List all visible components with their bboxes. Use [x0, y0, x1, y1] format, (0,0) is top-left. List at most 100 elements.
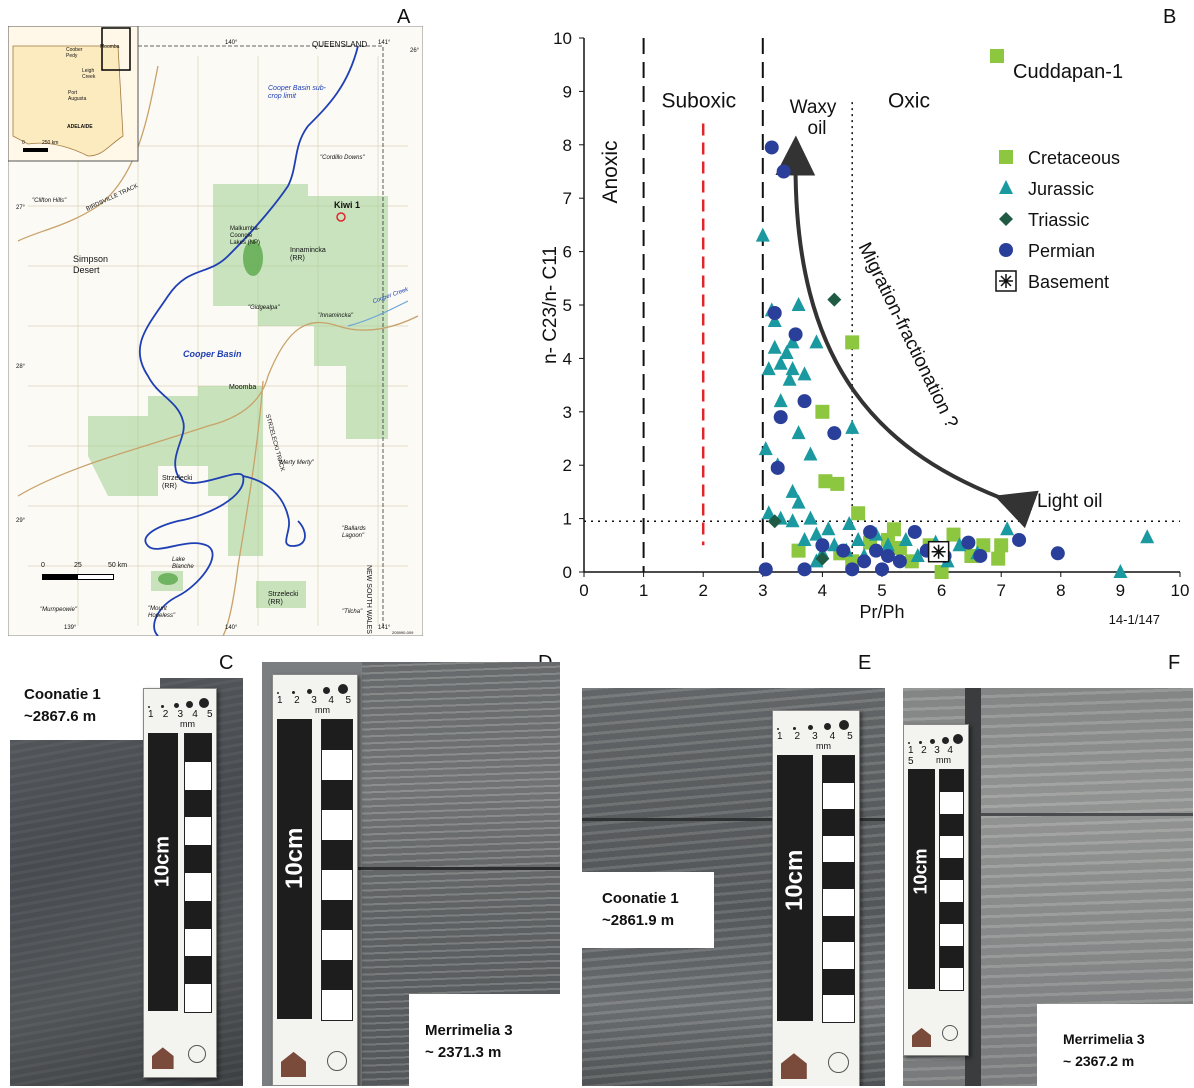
scale-mm-unit: mm [816, 741, 831, 751]
photo-f-depth: ~ 2367.2 m [1063, 1053, 1135, 1069]
legend-marker-permian [999, 243, 1013, 257]
scale-mm-dots [148, 692, 212, 708]
photo-e-label: Coonatie 1 ~2861.9 m [582, 872, 714, 948]
point-jurassic-40 [1000, 521, 1015, 536]
legend-marker-basement [995, 270, 1017, 292]
point-jurassic-13 [758, 441, 773, 456]
zone-label-oxic: Oxic [888, 89, 930, 112]
y-tick-label: 10 [553, 29, 572, 48]
legend-marker-basement-star [999, 274, 1013, 288]
scale-black-strip [777, 755, 814, 1021]
scale-checker [320, 719, 353, 1021]
y-tick-label: 2 [563, 456, 572, 475]
y-axis-label: n- C23/n- C11 [540, 246, 561, 364]
point-jurassic-34 [898, 531, 913, 546]
x-tick-label: 1 [639, 581, 648, 600]
legend-label-cuddapan: Cuddapan-1 [1013, 61, 1123, 83]
scale-mm-dots [777, 714, 855, 730]
point-cretaceous-19 [791, 543, 806, 558]
point-permian-7 [827, 426, 842, 441]
annotation-migration: Migration-fractionation ? [854, 239, 962, 431]
point-permian-13 [857, 554, 872, 569]
point-permian-17 [907, 524, 922, 539]
photo-e-well: Coonatie 1 [602, 890, 679, 907]
scale-bar-f: 1 2 3 4 5 mm 10cm [903, 724, 969, 1056]
y-tick-label: 1 [563, 510, 572, 529]
y-tick-label: 6 [563, 243, 572, 262]
point-jurassic-10 [761, 361, 776, 376]
annotation-oil: oil [808, 118, 827, 139]
scale-mm-unit: mm [936, 755, 951, 765]
point-permian-24 [875, 562, 889, 577]
point-permian-21 [973, 548, 988, 563]
point-permian-6 [770, 460, 785, 475]
photo-d-well: Merrimelia 3 [425, 1022, 513, 1039]
point-jurassic-3 [773, 355, 788, 370]
point-permian-9 [797, 562, 812, 577]
point-permian-22 [1012, 532, 1027, 547]
scale-mm-dots [277, 678, 353, 694]
point-jurassic-16 [803, 446, 818, 461]
y-tick-label: 0 [563, 563, 572, 582]
legend-label-basement: Basement [1028, 272, 1109, 292]
point-basement-0-star [931, 544, 946, 559]
scale-mm-unit: mm [180, 719, 195, 729]
point-permian-1 [776, 164, 791, 179]
scale-checker [822, 755, 855, 1023]
point-cretaceous-17 [886, 522, 901, 537]
scale-10cm-label: 10cm [151, 835, 174, 887]
scale-mm-numbers: 1 2 3 4 5 [148, 709, 216, 720]
scale-10cm-label: 10cm [280, 827, 308, 889]
scale-bar-d: 1 2 3 4 5 mm 10cm [272, 674, 358, 1086]
point-triassic-0 [827, 292, 842, 307]
point-jurassic-25 [842, 515, 857, 530]
core-photo-f: 1 2 3 4 5 mm 10cm Merrimelia 3 ~ 2367.2 m [903, 688, 1193, 1086]
photo-d-label: Merrimelia 3 ~ 2371.3 m [409, 994, 560, 1086]
scale-logo [281, 1051, 307, 1077]
y-tick-label: 4 [563, 349, 572, 368]
point-jurassic-43 [809, 553, 824, 568]
point-cretaceous-2 [818, 474, 833, 489]
point-permian-2 [767, 306, 782, 321]
scale-logo [912, 1027, 932, 1047]
point-permian-8 [758, 562, 773, 577]
point-permian-16 [892, 554, 907, 569]
x-tick-label: 6 [937, 581, 946, 600]
legend-label-cretaceous: Cretaceous [1028, 148, 1120, 168]
legend-label-jurassic: Jurassic [1028, 179, 1094, 199]
point-cretaceous-14 [976, 538, 991, 553]
point-jurassic-7 [785, 361, 800, 376]
x-tick-label: 3 [758, 581, 767, 600]
point-permian-0 [764, 140, 779, 155]
scale-seal [188, 1045, 206, 1063]
point-jurassic-9 [797, 366, 812, 381]
point-jurassic-22 [785, 513, 800, 528]
point-cretaceous-1 [815, 404, 830, 419]
scale-checker [938, 769, 964, 991]
point-cretaceous-16 [994, 538, 1009, 553]
photo-c-label: Coonatie 1 ~2867.6 m [24, 684, 101, 728]
point-jurassic-18 [785, 483, 800, 498]
point-jurassic-12 [773, 393, 788, 408]
point-jurassic-23 [803, 510, 818, 525]
zone-label-anoxic: Anoxic [599, 141, 622, 204]
point-permian-10 [815, 538, 830, 553]
location-map [8, 26, 423, 636]
scale-black-strip [908, 769, 935, 989]
migration-arrow [775, 135, 1039, 529]
zone-label-suboxic: Suboxic [661, 89, 736, 112]
point-cretaceous-12 [946, 527, 961, 542]
scale-seal [941, 1024, 958, 1041]
legend-marker-triassic [999, 212, 1013, 226]
scale-mm-numbers: 1 2 3 4 5 [277, 695, 356, 706]
scale-logo [781, 1053, 807, 1079]
point-permian-4 [773, 410, 788, 425]
point-jurassic-44 [1140, 529, 1155, 544]
x-tick-label: 2 [698, 581, 707, 600]
x-tick-label: 5 [877, 581, 886, 600]
photo-d-depth: ~ 2371.3 m [425, 1044, 502, 1061]
point-jurassic-41 [797, 531, 812, 546]
point-permian-5 [797, 394, 812, 409]
scale-10cm-label: 10cm [781, 849, 809, 911]
figure-ref-code: 14-1/147 [1109, 612, 1160, 627]
